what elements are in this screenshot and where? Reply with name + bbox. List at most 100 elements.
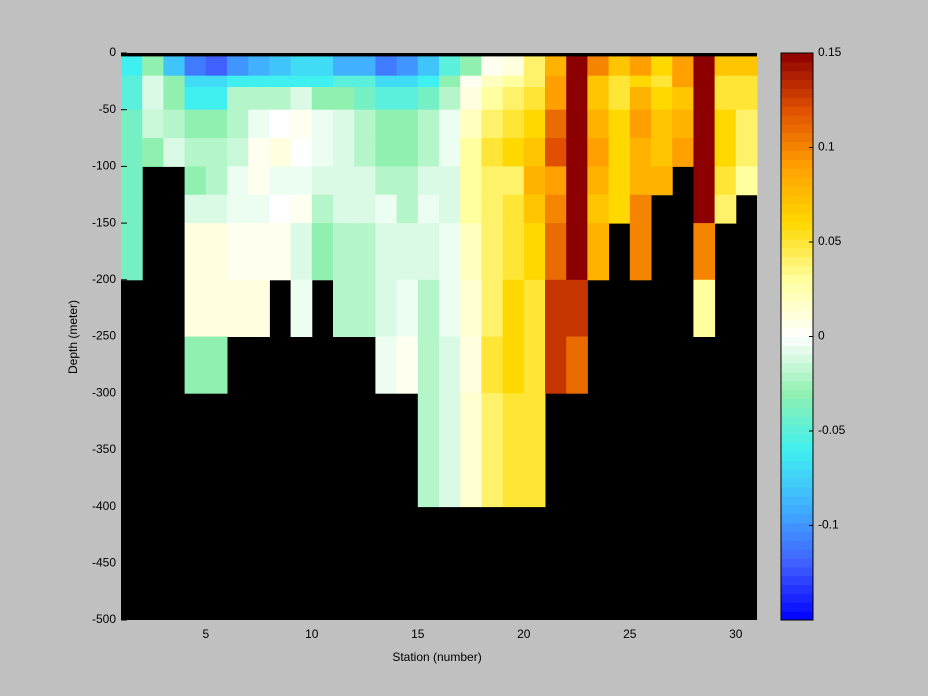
colorbar-step	[781, 265, 813, 275]
heatmap-cell	[227, 75, 249, 88]
colorbar-step	[781, 398, 813, 408]
heatmap-cell	[375, 279, 398, 337]
colorbar-step	[781, 336, 813, 346]
heatmap-cell	[587, 56, 610, 77]
heatmap-cell	[121, 194, 143, 224]
heatmap-cell	[311, 87, 334, 111]
heatmap-cell	[248, 75, 270, 88]
heatmap-cell	[121, 87, 143, 111]
heatmap-cell	[311, 75, 334, 88]
heatmap-cell	[439, 194, 461, 224]
heatmap-cell	[205, 336, 228, 394]
heatmap-cell	[248, 194, 270, 224]
y-tick-label: -400	[92, 499, 116, 513]
x-tick-label: 5	[202, 627, 209, 641]
colorbar-step	[781, 185, 813, 196]
heatmap-cell	[502, 223, 525, 281]
heatmap-cell	[460, 194, 482, 224]
colorbar-step	[781, 159, 813, 169]
heatmap-cell	[651, 166, 673, 196]
heatmap-cell	[523, 194, 546, 224]
heatmap-cell	[227, 223, 249, 281]
heatmap-cell	[460, 393, 482, 508]
colorbar-step	[781, 309, 813, 320]
heatmap-cell	[163, 75, 186, 88]
heatmap-cell	[545, 223, 567, 281]
heatmap-cell	[311, 56, 334, 77]
heatmap-cell	[354, 138, 376, 167]
heatmap-cell	[248, 279, 270, 337]
heatmap-cell	[439, 279, 461, 337]
colorbar-step	[781, 177, 813, 187]
colorbar-step	[781, 194, 813, 205]
heatmap-cell	[333, 166, 355, 196]
heatmap-cell	[333, 109, 355, 139]
heatmap-cell	[693, 56, 716, 77]
colorbar-step	[781, 611, 813, 621]
heatmap-cell	[184, 138, 207, 167]
heatmap-cell	[396, 166, 419, 196]
colorbar-step	[781, 425, 813, 435]
heatmap-cell	[439, 223, 461, 281]
colorbar-step	[781, 212, 813, 222]
heatmap-cell	[545, 109, 567, 139]
heatmap-cell	[566, 166, 588, 196]
heatmap-cell	[121, 56, 143, 77]
heatmap-cell	[269, 223, 292, 281]
heatmap-cell	[481, 56, 504, 77]
heatmap-cell	[502, 393, 525, 508]
heatmap-cell	[311, 194, 334, 224]
heatmap-cell	[502, 279, 525, 337]
heatmap-cell	[184, 336, 207, 394]
heatmap-cell	[481, 87, 504, 111]
heatmap-cell	[566, 194, 588, 224]
heatmap-cell	[566, 279, 588, 337]
heatmap-cell	[417, 87, 440, 111]
heatmap-cell	[375, 166, 398, 196]
heatmap-cell	[460, 109, 482, 139]
heatmap-cell	[269, 56, 292, 77]
heatmap-cell	[672, 87, 694, 111]
heatmap-cell	[163, 56, 186, 77]
heatmap-cell	[439, 393, 461, 508]
heatmap-cell	[523, 279, 546, 337]
colorbar-tick-label: -0.1	[818, 518, 839, 532]
heatmap-cell	[417, 194, 440, 224]
heatmap-cell	[375, 223, 398, 281]
heatmap-cell	[714, 138, 737, 167]
heatmap-cell	[290, 279, 313, 337]
heatmap-cell	[142, 56, 164, 77]
heatmap-cell	[333, 87, 355, 111]
heatmap-cell	[629, 194, 652, 224]
colorbar-step	[781, 531, 813, 541]
heatmap-cell	[587, 223, 610, 281]
heatmap-cell	[396, 279, 419, 337]
heatmap-cell	[121, 223, 143, 281]
heatmap-cell	[248, 138, 270, 167]
colorbar-step	[781, 557, 813, 568]
colorbar-step	[781, 487, 813, 497]
colorbar-tick-label: 0.05	[818, 234, 842, 248]
heatmap-cell	[333, 56, 355, 77]
heatmap-cell	[545, 75, 567, 88]
heatmap-cell	[248, 109, 270, 139]
x-tick-label: 25	[623, 627, 637, 641]
y-tick-label: -350	[92, 442, 116, 456]
heatmap-cell	[439, 138, 461, 167]
colorbar-step	[781, 522, 813, 532]
heatmap-cell	[333, 75, 355, 88]
heatmap-cell	[629, 166, 652, 196]
heatmap-cell	[269, 138, 292, 167]
colorbar-step	[781, 256, 813, 267]
heatmap-cell	[375, 87, 398, 111]
colorbar-step	[781, 239, 813, 249]
heatmap-cell	[311, 223, 334, 281]
heatmap-cell	[163, 138, 186, 167]
heatmap-cell	[460, 223, 482, 281]
heatmap-cell	[354, 194, 376, 224]
colorbar-step	[781, 513, 813, 524]
colorbar-step	[781, 274, 813, 284]
heatmap-cell	[184, 56, 207, 77]
colorbar-step	[781, 460, 813, 470]
heatmap-cell	[269, 109, 292, 139]
